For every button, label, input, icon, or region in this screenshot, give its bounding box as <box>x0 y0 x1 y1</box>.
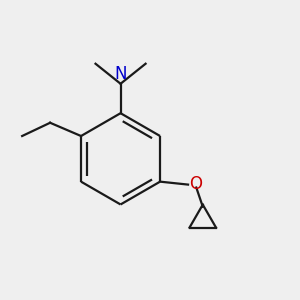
Text: N: N <box>114 65 127 83</box>
Text: O: O <box>190 175 202 193</box>
